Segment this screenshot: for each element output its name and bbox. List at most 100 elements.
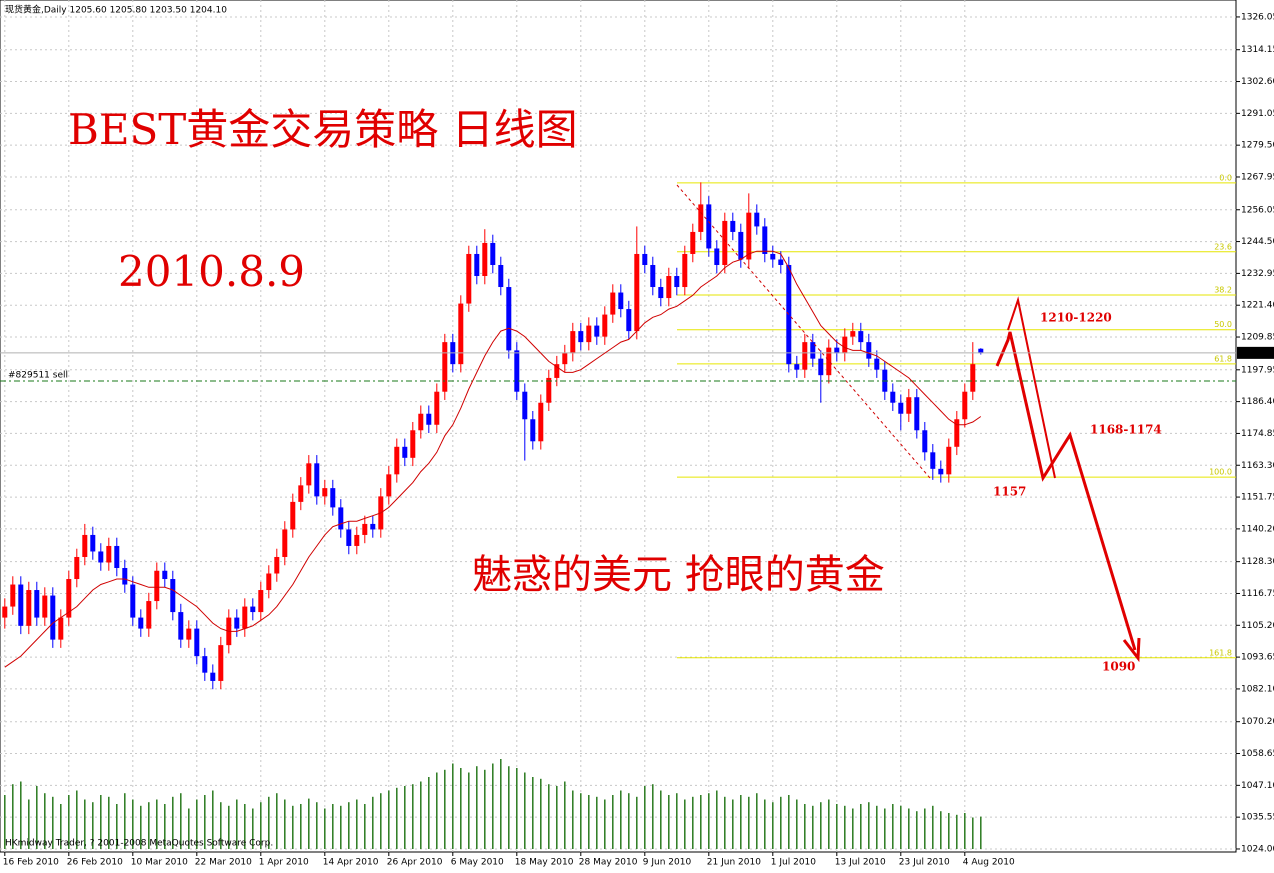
- candle-body: [546, 377, 552, 403]
- candle-body: [42, 595, 48, 618]
- candle-body: [66, 579, 72, 618]
- candle-body: [642, 253, 648, 265]
- candle-body: [482, 242, 488, 277]
- trend-line: [676, 184, 931, 479]
- candle-body: [474, 253, 480, 277]
- candle-body: [826, 347, 832, 376]
- candle-body: [146, 601, 152, 629]
- candle-body: [930, 452, 936, 469]
- candle-body: [506, 287, 512, 351]
- candle-body: [314, 463, 320, 497]
- target-label: 1157: [993, 485, 1026, 499]
- candle-body: [770, 253, 776, 260]
- candle-body: [218, 645, 224, 681]
- candle-body: [346, 529, 352, 546]
- candle-body: [410, 430, 416, 458]
- candle-body: [778, 259, 784, 265]
- candle-body: [610, 292, 616, 315]
- candle-body: [530, 419, 536, 442]
- candle-body: [906, 397, 912, 414]
- candle-body: [274, 556, 280, 574]
- candle-body: [394, 446, 400, 475]
- candle-body: [794, 364, 800, 370]
- candle-body: [562, 353, 568, 365]
- candle-body: [922, 430, 928, 453]
- candle-body: [850, 331, 856, 337]
- candle-body: [858, 331, 864, 343]
- candle-body: [170, 579, 176, 613]
- candle-body: [962, 391, 968, 420]
- candle-body: [234, 617, 240, 629]
- candle-body: [602, 314, 608, 337]
- candle-body: [138, 617, 144, 629]
- candle-body: [330, 488, 336, 508]
- candle-body: [282, 529, 288, 557]
- candle-body: [250, 606, 256, 613]
- candle-body: [74, 556, 80, 580]
- candle-body: [418, 413, 424, 431]
- last-price-label: 1204.10: [1239, 348, 1274, 358]
- candle-body: [730, 220, 736, 232]
- candle-body: [514, 350, 520, 392]
- candle-body: [834, 347, 840, 354]
- x-tick-label: 6 May 2010: [451, 858, 504, 868]
- target-label: 1210-1220: [1040, 311, 1112, 325]
- candle-body: [938, 468, 944, 475]
- candle-body: [258, 590, 264, 613]
- candle-body: [298, 485, 304, 502]
- candle-body: [338, 507, 344, 530]
- candle-body: [522, 391, 528, 420]
- candle-body: [370, 523, 376, 530]
- candle-body: [898, 402, 904, 414]
- candle-body: [874, 358, 880, 370]
- x-tick-label: 22 Mar 2010: [195, 858, 252, 868]
- y-tick-label: 1221.40: [1241, 301, 1274, 311]
- candle-body: [242, 606, 248, 629]
- arrow-head: [1122, 637, 1141, 663]
- y-tick-label: 1035.55: [1241, 813, 1274, 823]
- header: 现货黄金,Daily 1205.60 1205.80 1203.50 1204.…: [5, 4, 227, 16]
- y-tick-label: 1174.85: [1241, 429, 1274, 439]
- y-tick-label: 1279.50: [1241, 141, 1274, 151]
- candle-body: [50, 595, 56, 640]
- candle-body: [106, 545, 112, 563]
- candle-body: [618, 292, 624, 310]
- x-tick-label: 23 Jul 2010: [899, 858, 950, 868]
- fib-label: 100.0: [1209, 468, 1232, 477]
- forecast-arrow: [995, 331, 1137, 651]
- fib-label: 50.0: [1214, 320, 1232, 329]
- candle-body: [554, 364, 560, 378]
- x-tick-label: 4 Aug 2010: [963, 858, 1015, 868]
- y-tick-label: 1047.10: [1241, 781, 1274, 791]
- candle-body: [162, 570, 168, 580]
- candle-body: [570, 331, 576, 354]
- candle-body: [266, 573, 272, 591]
- candle-body: [538, 402, 544, 442]
- candle-body: [762, 226, 768, 254]
- y-tick-label: 1082.10: [1241, 684, 1274, 694]
- volume: [4, 759, 982, 849]
- candle-body: [154, 570, 160, 602]
- x-tick-label: 26 Apr 2010: [387, 858, 443, 868]
- y-tick-label: 1116.75: [1241, 589, 1274, 599]
- candle-body: [658, 287, 664, 299]
- candle-body: [954, 419, 960, 447]
- candle-body: [754, 212, 760, 227]
- candle-body: [682, 253, 688, 288]
- candle-body: [26, 590, 32, 626]
- candle-body: [82, 534, 88, 557]
- candle-body: [98, 551, 104, 563]
- y-tick-label: 1105.20: [1241, 621, 1274, 631]
- fib-label: 61.8: [1214, 354, 1232, 363]
- candle-body: [578, 331, 584, 343]
- candle-body: [626, 309, 632, 332]
- y-tick-label: 1151.75: [1241, 493, 1274, 503]
- candle-body: [322, 488, 328, 497]
- y-tick-label: 1232.95: [1241, 269, 1274, 279]
- candle-body: [58, 617, 64, 640]
- candle-body: [402, 446, 408, 458]
- candle-body: [586, 325, 592, 343]
- x-tick-label: 18 May 2010: [515, 858, 574, 868]
- candle-body: [290, 501, 296, 530]
- candle-body: [674, 276, 680, 288]
